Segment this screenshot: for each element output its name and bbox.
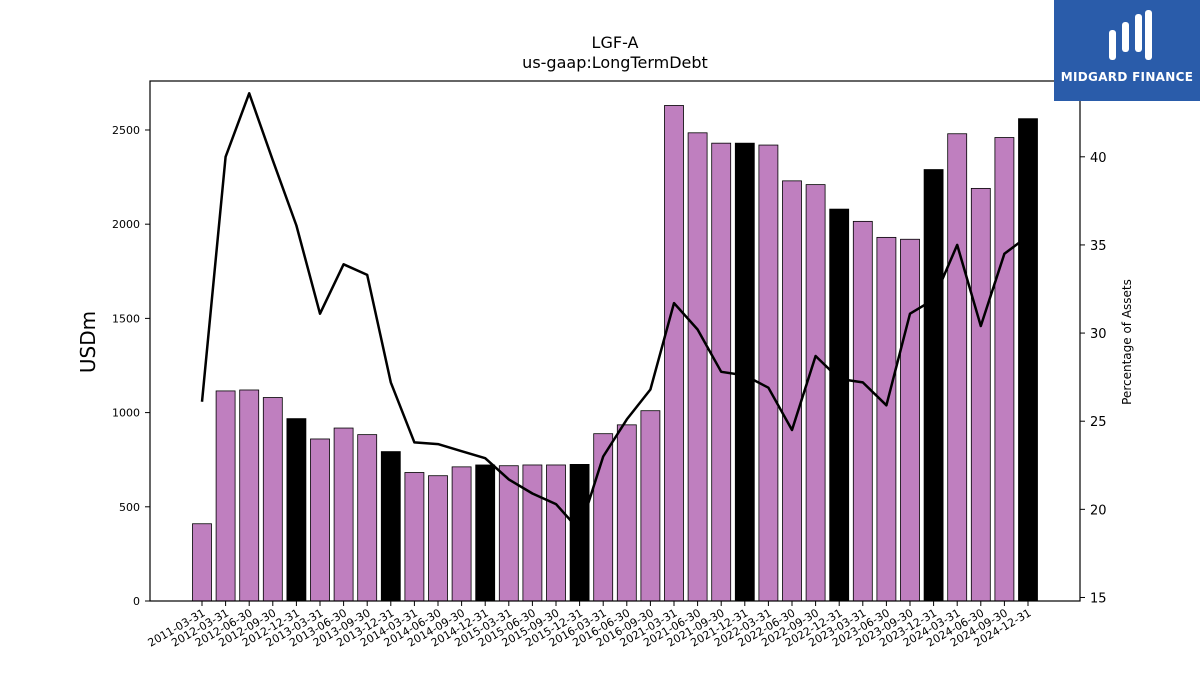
axes-layer: 050010001500200025001520253035402011-03-… — [112, 80, 1107, 650]
bar-2023-06-30 — [876, 236, 897, 602]
bar-2023-12-31 — [923, 169, 944, 602]
bar-2011-03-31 — [192, 523, 212, 602]
midgard-finance-logo: MIDGARD FINANCE — [1054, 0, 1200, 101]
bar-2022-09-30 — [805, 184, 826, 602]
plot-frame — [149, 80, 1081, 602]
bar-2022-06-30 — [782, 180, 802, 602]
bar-2012-12-31 — [286, 418, 307, 602]
bar-2015-09-30 — [546, 464, 566, 602]
midgard-logo-mark-icon — [1109, 10, 1152, 60]
y2-tick-label: 25 — [1090, 415, 1107, 430]
y-tick-label: 2000 — [112, 218, 140, 231]
y-tick-label: 1000 — [112, 407, 140, 420]
bar-2022-03-31 — [758, 144, 779, 602]
bar-2022-12-31 — [829, 208, 850, 602]
bar-2024-09-30 — [994, 137, 1015, 602]
bar-2015-03-31 — [498, 465, 519, 602]
chart-subtitle: us-gaap:LongTermDebt — [522, 53, 708, 72]
bar-2016-06-30 — [616, 424, 637, 602]
y-tick-label: 1500 — [112, 312, 140, 325]
bar-2014-12-31 — [475, 464, 496, 602]
bar-2021-06-30 — [687, 132, 708, 602]
bar-2014-09-30 — [451, 466, 472, 602]
y-tick-label: 500 — [119, 501, 140, 514]
bar-2021-03-31 — [664, 105, 684, 602]
y2-tick-label: 30 — [1090, 327, 1107, 342]
bar-2024-03-31 — [947, 133, 968, 602]
bar-2024-06-30 — [970, 187, 991, 602]
y2-tick-label: 40 — [1090, 151, 1107, 166]
y2-tick-label: 35 — [1090, 239, 1107, 254]
bar-2023-03-31 — [852, 220, 873, 602]
line-layer — [200, 92, 1029, 532]
bar-2015-06-30 — [522, 464, 543, 602]
bar-2013-12-31 — [380, 451, 401, 602]
y-tick-label: 0 — [133, 595, 140, 608]
y2-tick-label: 20 — [1090, 503, 1107, 518]
bar-2021-12-31 — [734, 142, 755, 602]
bar-2024-12-31 — [1018, 118, 1038, 602]
bar-2014-06-30 — [428, 475, 448, 602]
brand-name: MIDGARD FINANCE — [1060, 70, 1194, 84]
y2-axis-label: Percentage of Assets — [1120, 279, 1134, 405]
bar-2012-06-30 — [239, 389, 260, 602]
percentage-line — [200, 92, 1029, 532]
y2-tick-label: 15 — [1090, 591, 1107, 606]
bar-2016-09-30 — [640, 410, 661, 602]
bar-2013-09-30 — [357, 434, 378, 602]
bar-2013-03-31 — [310, 438, 330, 602]
bar-2012-03-31 — [215, 390, 236, 602]
bar-2015-12-31 — [569, 464, 590, 602]
bar-2013-06-30 — [333, 427, 354, 602]
y-axis-label: USDm — [76, 311, 100, 373]
bar-2014-03-31 — [404, 472, 425, 602]
chart-title: LGF-A — [592, 33, 639, 52]
bar-2023-09-30 — [900, 238, 920, 602]
bar-2012-09-30 — [262, 397, 283, 602]
y-tick-label: 2500 — [112, 124, 140, 137]
bars-layer — [192, 105, 1038, 602]
